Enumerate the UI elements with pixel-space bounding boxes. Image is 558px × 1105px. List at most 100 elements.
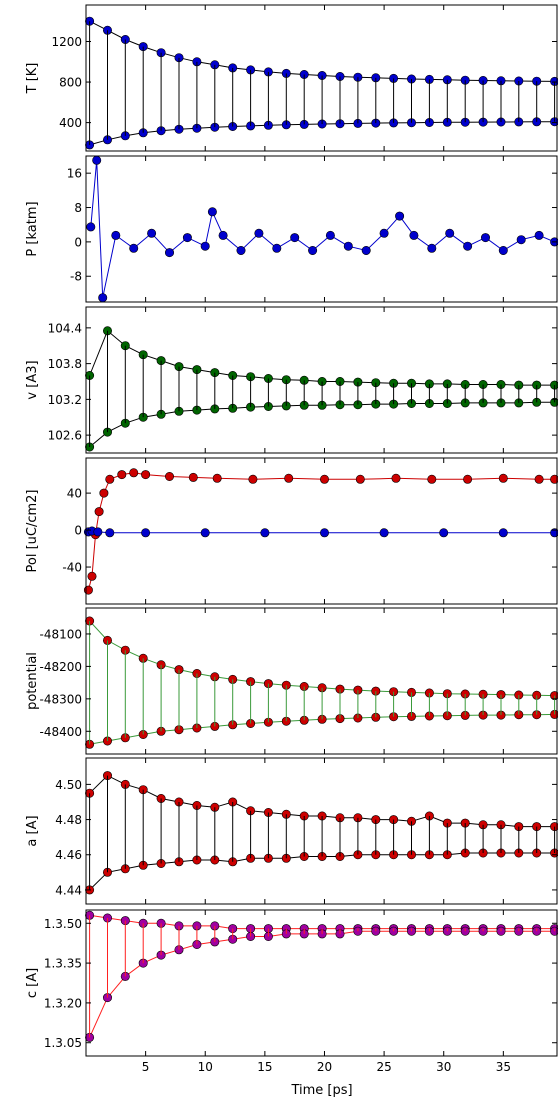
data-point (284, 473, 294, 483)
data-point (92, 155, 102, 165)
x-tick-label: 5 (142, 1060, 150, 1074)
data-point (308, 246, 318, 256)
data-point (99, 488, 109, 498)
panel-7: 1.3.05 1.3.20 1.3.35 1.3.50 c [A] (25, 909, 558, 1057)
data-point (427, 243, 437, 253)
series-line (89, 930, 555, 1038)
y-tick-label: 4.44 (55, 883, 82, 897)
data-point (272, 243, 282, 253)
data-point (207, 207, 217, 217)
data-point (147, 228, 157, 238)
data-point (534, 230, 544, 240)
data-point (200, 528, 210, 538)
data-point (361, 246, 371, 256)
panel-5: -48400 -48300 -48200 -48100 potential (25, 607, 558, 755)
y-axis-label: Pol [uC/cm2] (25, 490, 40, 573)
data-point (83, 585, 93, 595)
panel-frame (85, 607, 558, 755)
x-axis-label: Time [ps] (290, 1083, 352, 1098)
data-point (165, 471, 175, 481)
data-point (498, 246, 508, 256)
y-axis-label: v [A3] (25, 360, 40, 399)
data-point (129, 468, 139, 478)
panel-1: 400 800 1200 T [K] (25, 4, 558, 152)
x-tick-label: 30 (436, 1060, 451, 1074)
data-point (325, 230, 335, 240)
y-tick-label: 1200 (51, 35, 82, 49)
y-tick-label: -8 (70, 270, 82, 284)
data-point (212, 473, 222, 483)
data-point (141, 470, 151, 480)
data-point (463, 241, 473, 251)
data-point (463, 474, 473, 484)
data-point (516, 235, 526, 245)
data-point (87, 571, 97, 581)
data-point (379, 528, 389, 538)
data-point (98, 293, 108, 303)
data-point (319, 528, 329, 538)
y-tick-label: -48400 (39, 725, 82, 739)
panel-frame (85, 909, 558, 1057)
panel-frame (85, 4, 558, 152)
data-point (319, 474, 329, 484)
data-point (182, 233, 192, 243)
data-point (391, 473, 401, 483)
y-tick-label: -40 (62, 561, 82, 575)
data-point (248, 474, 258, 484)
data-point (534, 474, 544, 484)
y-axis-label: potential (25, 652, 40, 710)
y-tick-label: 103.2 (48, 393, 82, 407)
panel-2: -8 0 8 16 P [katm] (25, 155, 558, 303)
data-point (550, 474, 558, 484)
data-point (355, 474, 365, 484)
data-point (165, 248, 175, 258)
y-tick-label: 104.4 (48, 321, 82, 335)
data-point (188, 472, 198, 482)
data-point (129, 243, 139, 253)
panel-frame (85, 457, 558, 605)
y-tick-label: 4.46 (55, 848, 82, 862)
y-tick-label: 0 (74, 235, 82, 249)
data-point (200, 241, 210, 251)
panel-3: 102.6 103.2 103.8 104.4 v [A3] (25, 306, 558, 454)
data-point (94, 507, 104, 517)
data-point (254, 228, 264, 238)
data-point (409, 230, 419, 240)
panel-frame (85, 306, 558, 454)
y-tick-label: -48300 (39, 692, 82, 706)
data-point (141, 528, 151, 538)
y-tick-label: 4.48 (55, 813, 82, 827)
data-point (111, 230, 121, 240)
panel-frame (85, 757, 558, 905)
data-point (550, 528, 558, 538)
x-tick-label: 25 (376, 1060, 391, 1074)
x-tick-label: 35 (496, 1060, 511, 1074)
data-point (236, 246, 246, 256)
panel-frame (85, 155, 558, 303)
data-point (86, 222, 96, 232)
y-tick-label: -48200 (39, 660, 82, 674)
y-tick-label: 0 (74, 524, 82, 538)
x-tick-label: 20 (317, 1060, 332, 1074)
data-point (218, 230, 228, 240)
x-tick-label: 10 (198, 1060, 213, 1074)
data-point (395, 211, 405, 221)
y-tick-label: -48100 (39, 627, 82, 641)
y-axis-label: c [A] (25, 968, 40, 998)
data-point (498, 473, 508, 483)
y-tick-label: 1.3.35 (44, 957, 82, 971)
data-point (480, 233, 490, 243)
data-point (343, 241, 353, 251)
data-point (93, 527, 103, 537)
data-point (427, 474, 437, 484)
data-point (105, 474, 115, 484)
y-axis-label: T [K] (25, 63, 40, 95)
y-tick-label: 1.3.20 (44, 996, 82, 1010)
y-tick-label: 102.6 (48, 429, 82, 443)
y-tick-label: 1.3.05 (44, 1036, 82, 1050)
y-tick-label: 16 (67, 167, 82, 181)
panel-4: -40 0 40 Pol [uC/cm2] (25, 457, 558, 605)
data-point (445, 228, 455, 238)
y-tick-label: 8 (74, 201, 82, 215)
